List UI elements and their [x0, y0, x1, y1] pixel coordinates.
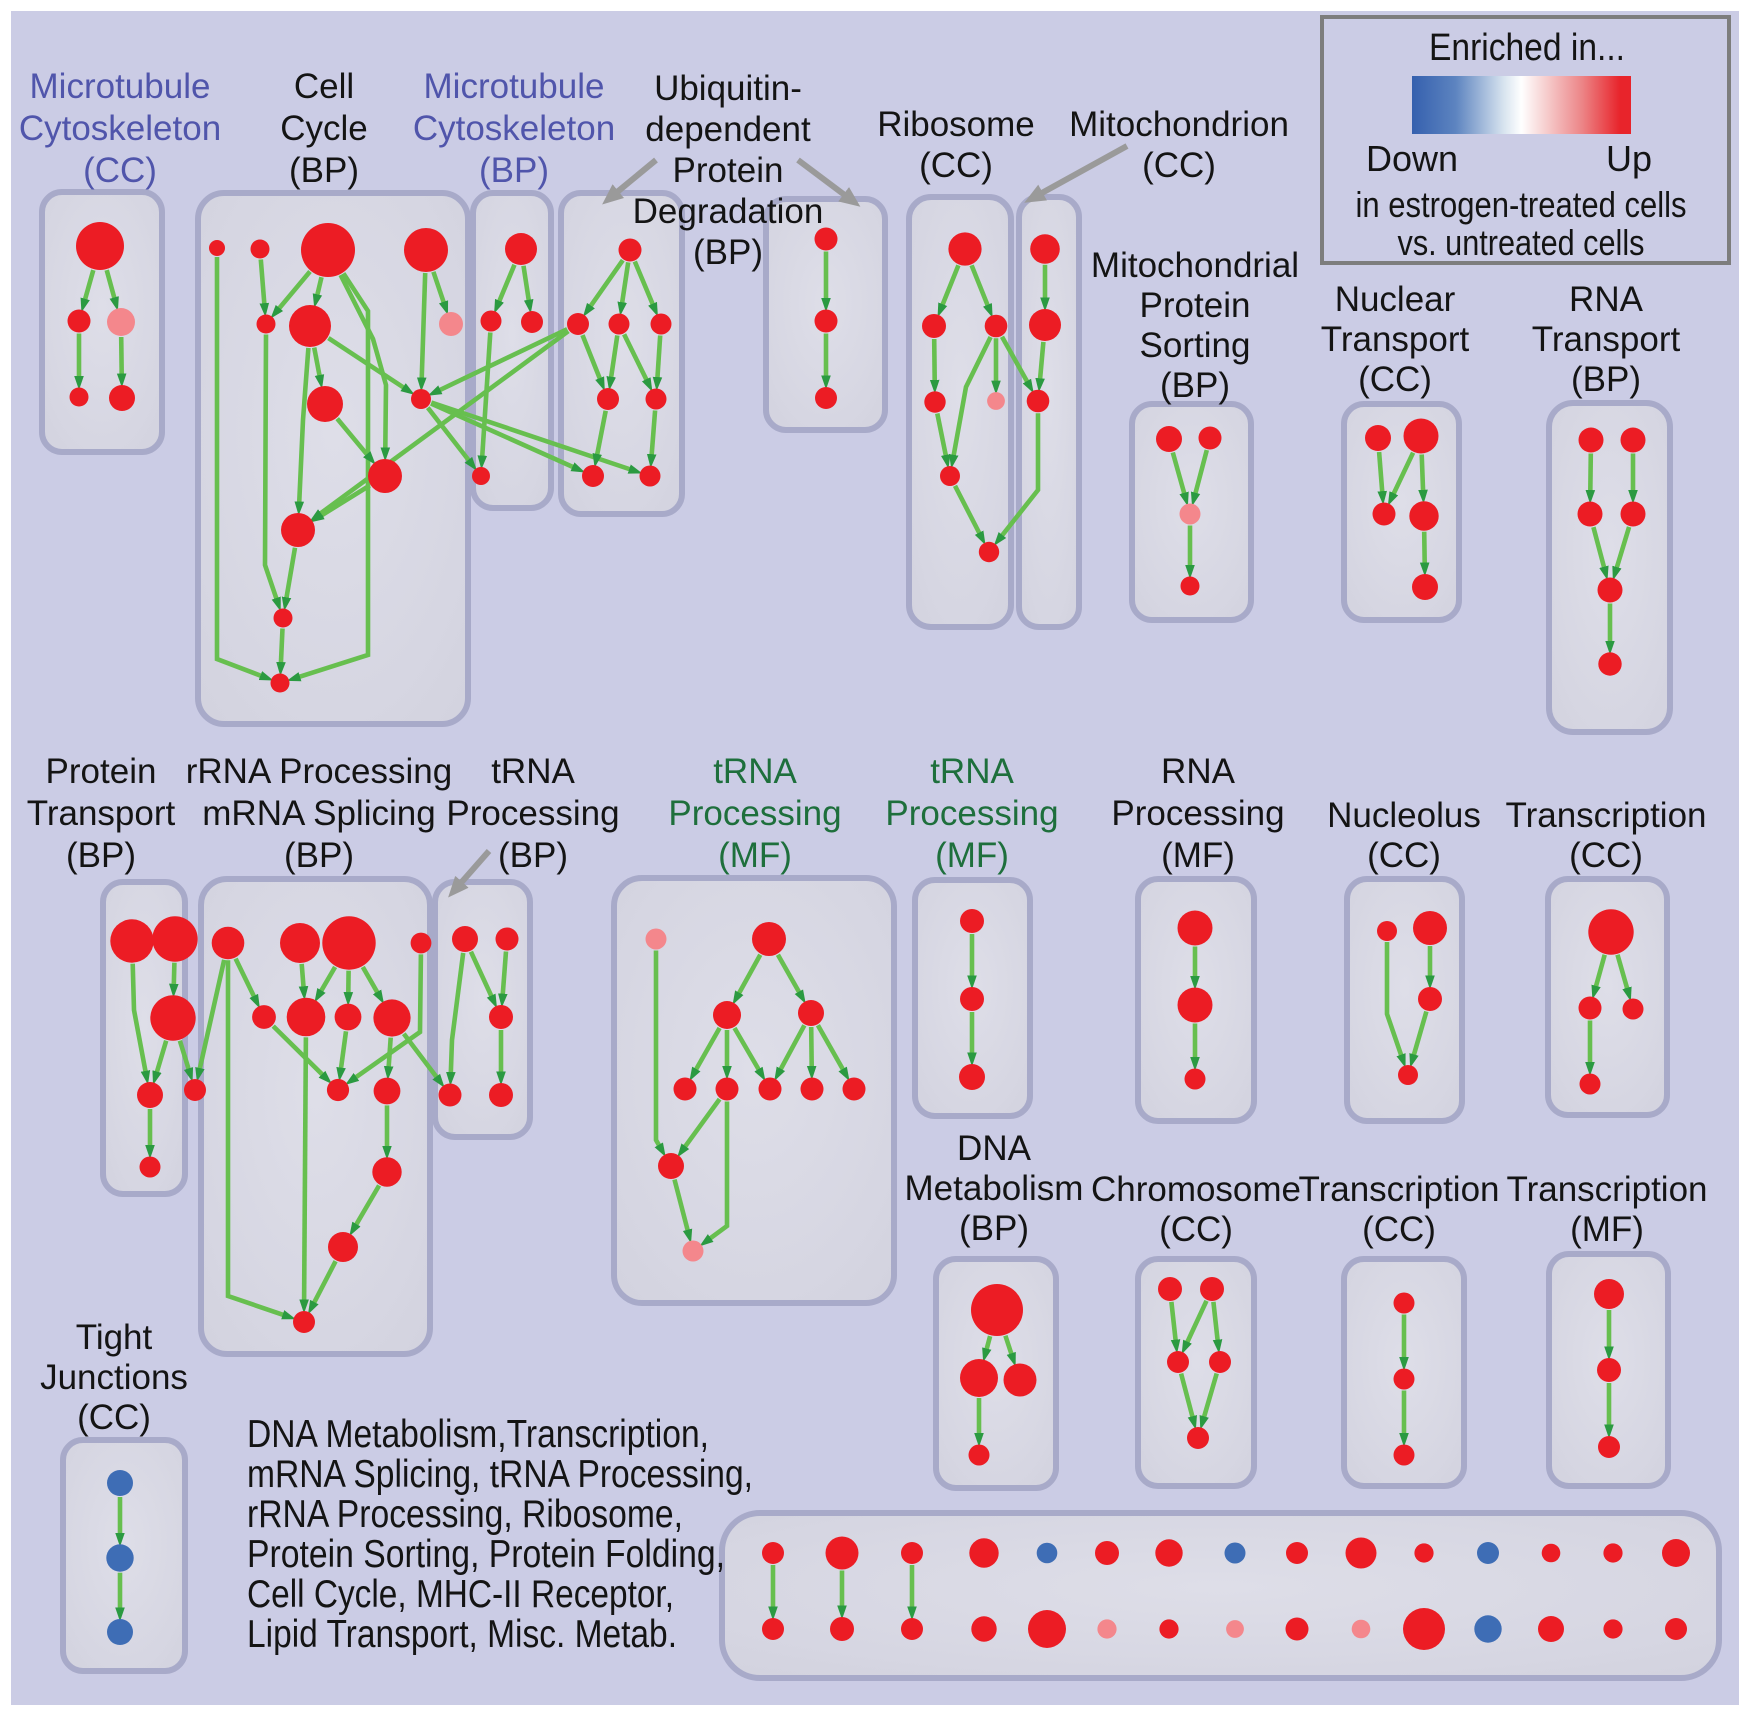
svg-text:DNA: DNA — [957, 1129, 1032, 1168]
svg-text:tRNA: tRNA — [930, 752, 1014, 791]
svg-text:Mitochondrion: Mitochondrion — [1069, 105, 1289, 144]
svg-text:Cell: Cell — [294, 67, 354, 106]
svg-text:Processing: Processing — [885, 794, 1058, 833]
svg-text:Metabolism: Metabolism — [905, 1169, 1084, 1208]
svg-text:(CC): (CC) — [1569, 836, 1643, 875]
svg-text:mRNA Splicing, tRNA Processing: mRNA Splicing, tRNA Processing, — [247, 1453, 753, 1496]
svg-text:Transport: Transport — [27, 794, 176, 833]
svg-text:Transcription: Transcription — [1299, 1170, 1500, 1209]
svg-text:dependent: dependent — [645, 110, 811, 149]
svg-text:(CC): (CC) — [77, 1398, 151, 1437]
svg-text:Enriched in...: Enriched in... — [1429, 27, 1625, 69]
svg-text:Degradation: Degradation — [633, 192, 824, 231]
svg-text:Microtubule: Microtubule — [30, 67, 211, 106]
svg-text:Protein Sorting, Protein Foldi: Protein Sorting, Protein Folding, — [247, 1533, 725, 1576]
svg-text:Cell Cycle, MHC-II Receptor,: Cell Cycle, MHC-II Receptor, — [247, 1573, 674, 1616]
svg-text:Cytoskeleton: Cytoskeleton — [413, 109, 615, 148]
svg-text:(BP): (BP) — [498, 836, 568, 875]
svg-text:Protein: Protein — [1140, 286, 1251, 325]
svg-text:(MF): (MF) — [718, 836, 792, 875]
svg-text:rRNA Processing, Ribosome,: rRNA Processing, Ribosome, — [247, 1493, 683, 1536]
svg-text:(BP): (BP) — [1571, 360, 1641, 399]
svg-text:(MF): (MF) — [1570, 1210, 1644, 1249]
svg-text:Junctions: Junctions — [40, 1358, 188, 1397]
svg-text:Protein: Protein — [673, 151, 784, 190]
svg-text:Lipid Transport, Misc. Metab.: Lipid Transport, Misc. Metab. — [247, 1613, 677, 1656]
svg-text:tRNA: tRNA — [491, 752, 575, 791]
svg-text:Microtubule: Microtubule — [424, 67, 605, 106]
svg-text:Down: Down — [1366, 138, 1458, 179]
svg-text:Nucleolus: Nucleolus — [1327, 796, 1481, 835]
svg-text:(BP): (BP) — [284, 836, 354, 875]
svg-text:Processing: Processing — [1111, 794, 1284, 833]
svg-text:Chromosome: Chromosome — [1091, 1170, 1301, 1209]
svg-text:Transport: Transport — [1532, 320, 1681, 359]
svg-text:Processing: Processing — [446, 794, 619, 833]
svg-text:Ribosome: Ribosome — [877, 105, 1035, 144]
svg-text:Nuclear: Nuclear — [1335, 280, 1456, 319]
svg-text:vs. untreated cells: vs. untreated cells — [1398, 222, 1645, 263]
svg-text:in estrogen-treated cells: in estrogen-treated cells — [1356, 184, 1687, 225]
svg-text:Up: Up — [1606, 138, 1652, 179]
svg-text:Transcription: Transcription — [1506, 796, 1707, 835]
svg-text:(CC): (CC) — [919, 146, 993, 185]
svg-text:Mitochondrial: Mitochondrial — [1091, 246, 1299, 285]
svg-text:rRNA Processing: rRNA Processing — [186, 752, 452, 791]
svg-text:(CC): (CC) — [1358, 360, 1432, 399]
svg-text:(CC): (CC) — [1159, 1210, 1233, 1249]
svg-text:RNA: RNA — [1569, 280, 1644, 319]
svg-text:Ubiquitin-: Ubiquitin- — [654, 69, 802, 108]
svg-text:Tight: Tight — [76, 1318, 153, 1357]
svg-text:(BP): (BP) — [693, 233, 763, 272]
svg-text:Transport: Transport — [1321, 320, 1470, 359]
svg-text:mRNA Splicing: mRNA Splicing — [202, 794, 435, 833]
svg-text:(CC): (CC) — [1142, 146, 1216, 185]
svg-text:tRNA: tRNA — [713, 752, 797, 791]
svg-text:(MF): (MF) — [1161, 836, 1235, 875]
svg-text:(BP): (BP) — [479, 151, 549, 190]
svg-text:Cycle: Cycle — [280, 109, 368, 148]
svg-text:RNA: RNA — [1161, 752, 1236, 791]
svg-text:(BP): (BP) — [66, 836, 136, 875]
svg-text:Protein: Protein — [46, 752, 157, 791]
svg-text:(BP): (BP) — [959, 1209, 1029, 1248]
svg-text:(CC): (CC) — [83, 151, 157, 190]
svg-text:Processing: Processing — [668, 794, 841, 833]
svg-text:(BP): (BP) — [289, 151, 359, 190]
svg-text:DNA Metabolism,Transcription,: DNA Metabolism,Transcription, — [247, 1413, 709, 1456]
svg-text:Sorting: Sorting — [1140, 326, 1251, 365]
svg-text:Transcription: Transcription — [1507, 1170, 1708, 1209]
svg-text:(CC): (CC) — [1367, 836, 1441, 875]
svg-text:(MF): (MF) — [935, 836, 1009, 875]
svg-text:(BP): (BP) — [1160, 366, 1230, 405]
svg-text:(CC): (CC) — [1362, 1210, 1436, 1249]
svg-text:Cytoskeleton: Cytoskeleton — [19, 109, 221, 148]
